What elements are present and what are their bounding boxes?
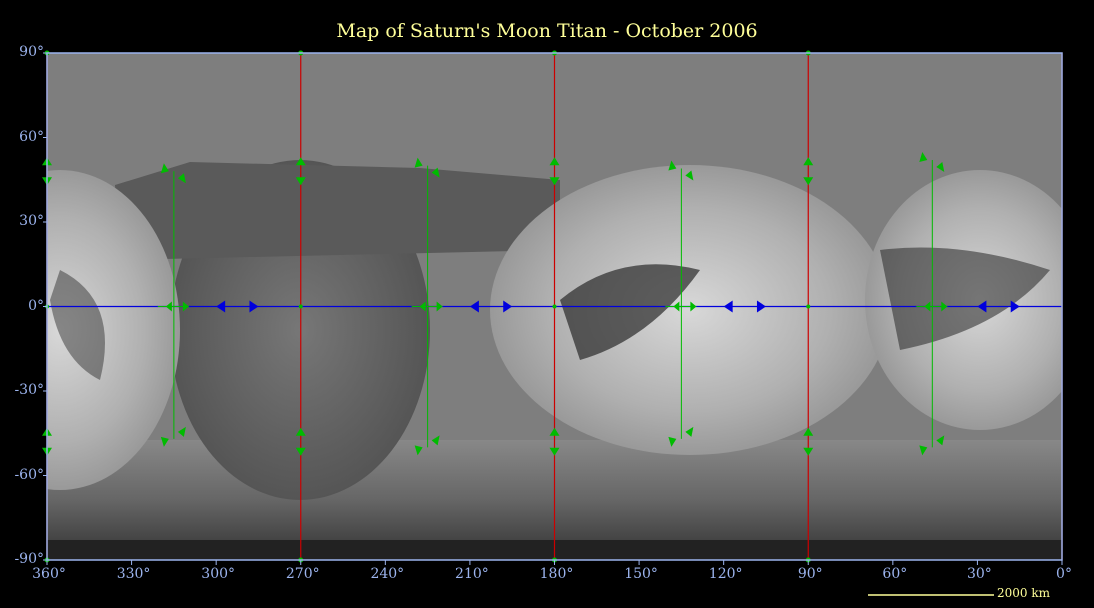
track-arrow-icon [414, 435, 440, 456]
scale-bar-label: 2000 km [997, 586, 1051, 600]
x-tick-label: 180° [539, 566, 574, 582]
x-tick-label: 120° [708, 566, 743, 582]
track-arrow-icon [668, 160, 694, 181]
pole-arrow-icon [295, 157, 306, 186]
equator-arrow-icon [469, 300, 479, 313]
track-arrow-icon [673, 301, 697, 312]
equator-arrow-icon [756, 300, 766, 313]
y-tick-label: -30° [14, 382, 44, 398]
x-tick-label: 330° [116, 566, 151, 582]
track-arrow-icon [414, 157, 440, 178]
track-arrow-icon [165, 301, 189, 312]
x-tick-label: 150° [624, 566, 658, 582]
x-tick-label: 30° [966, 566, 992, 582]
track-arrow-icon [419, 301, 443, 312]
x-tick-label: 240° [370, 566, 405, 582]
pole-arrow-icon [803, 157, 814, 186]
track-point [806, 304, 811, 309]
pole-arrow-icon [295, 427, 306, 456]
x-tick-label: 360° [32, 566, 66, 582]
pole-arrow-icon [42, 427, 52, 456]
equator-arrow-icon [503, 300, 513, 313]
track-point [552, 304, 557, 309]
track-arrow-icon [924, 301, 948, 312]
x-tick-label: 0° [1056, 566, 1072, 582]
equator-arrow-icon [1010, 300, 1020, 313]
pole-arrow-icon [803, 427, 814, 456]
y-tick-label: 90° [19, 44, 44, 60]
track-arrow-icon [919, 152, 945, 173]
y-tick-label: -60° [14, 466, 44, 483]
pole-arrow-icon [549, 427, 560, 456]
track-point [298, 304, 303, 309]
track-arrow-icon [668, 426, 694, 447]
equator-arrow-icon [723, 300, 733, 313]
x-tick-label: 300° [201, 566, 236, 582]
observation-tracks [42, 50, 1020, 563]
pole-arrow-icon [549, 157, 560, 186]
equator-arrow-icon [216, 300, 226, 313]
x-tick-label: 270° [285, 566, 320, 582]
y-tick-label: -90° [14, 551, 44, 567]
equator-arrow-icon [249, 300, 259, 313]
x-tick-label: 60° [882, 566, 908, 582]
x-tick-label: 90° [797, 566, 823, 582]
y-tick-label: 30° [19, 213, 44, 229]
y-tick-label: 60° [19, 128, 44, 145]
track-arrow-icon [919, 435, 945, 456]
pole-arrow-icon [42, 157, 52, 186]
equator-arrow-icon [977, 300, 987, 313]
track-arrow-icon [160, 426, 186, 447]
track-arrow-icon [160, 163, 186, 184]
x-tick-label: 210° [455, 566, 489, 582]
y-tick-label: 0° [28, 297, 44, 314]
map-title: Map of Saturn's Moon Titan - October 200… [336, 20, 758, 42]
